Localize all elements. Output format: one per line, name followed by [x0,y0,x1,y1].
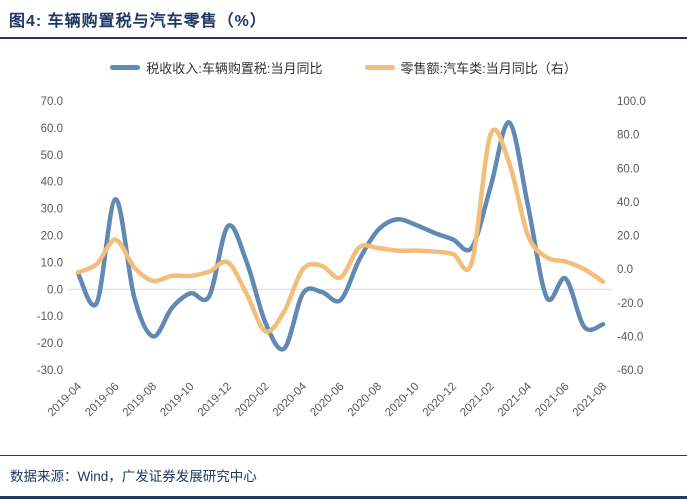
x-axis-tick-label: 2020-04 [271,380,310,419]
left-axis-tick-label: 60.0 [41,123,63,135]
chart-title: 图4: 车辆购置税与汽车零售（%） [9,12,267,30]
x-axis-tick-label: 2021-06 [533,381,571,419]
left-axis-tick-label: 10.0 [41,257,63,269]
right-axis-tick-label: 60.0 [617,163,639,175]
retail-series-line [75,127,606,334]
legend-item-tax: 税收收入:车辆购置税:当月同比 [110,58,323,77]
x-axis-tick-label: 2019-10 [158,381,196,419]
chart-header: 图4: 车辆购置税与汽车零售（%） [0,0,687,39]
right-axis-tick-label: 100.0 [617,96,646,108]
left-axis-tick-label: 70.0 [41,96,63,108]
left-axis-tick-label: 30.0 [41,204,63,216]
right-axis-tick-label: 20.0 [617,231,639,243]
legend-item-retail: 零售额:汽车类:当月同比（右） [364,58,577,77]
left-axis-tick-label: 0.0 [47,284,63,296]
left-axis-tick-label: 50.0 [41,150,63,162]
chart-legend: 税收收入:车辆购置税:当月同比 零售额:汽车类:当月同比（右） [0,56,687,78]
left-axis-tick-label: -30.0 [37,365,63,377]
x-axis-tick-label: 2020-02 [233,381,271,419]
x-axis-tick-label: 2021-02 [458,381,496,419]
retail-line-marker-icon [364,64,395,70]
x-axis-tick-label: 2020-10 [383,381,421,419]
data-source-text: 数据来源：Wind，广发证券发展研究中心 [10,469,257,484]
right-axis-tick-label: 0.0 [617,264,633,276]
x-axis-tick-label: 2020-08 [346,381,384,419]
left-axis-tick-label: 40.0 [41,177,63,189]
x-axis-tick-label: 2021-08 [571,381,609,419]
x-axis-tick-label: 2019-12 [196,381,234,419]
right-axis-tick-label: -40.0 [617,331,643,343]
chart-footer: 数据来源：Wind，广发证券发展研究中心 [0,455,687,499]
left-axis-tick-label: 20.0 [41,231,63,243]
right-axis-tick-label: -20.0 [617,298,643,310]
x-axis-tick-label: 2020-12 [421,381,459,419]
tax-line-marker-icon [110,64,141,70]
right-axis-tick-label: 80.0 [617,130,639,142]
x-axis-tick-label: 2019-06 [83,381,121,419]
right-axis-tick-label: -60.0 [617,365,643,377]
tax-series-line [75,120,606,352]
legend-label-retail: 零售额:汽车类:当月同比（右） [400,60,577,76]
x-axis-tick-label: 2021-04 [496,380,535,419]
x-axis-tick-label: 2019-04 [46,380,85,419]
left-axis-tick-label: -20.0 [37,338,63,350]
x-axis-tick-label: 2019-08 [121,381,159,419]
legend-label-tax: 税收收入:车辆购置税:当月同比 [146,60,323,76]
right-axis-tick-label: 40.0 [617,197,639,209]
x-axis-tick-label: 2020-06 [308,381,346,419]
left-axis-tick-label: -10.0 [37,311,63,323]
